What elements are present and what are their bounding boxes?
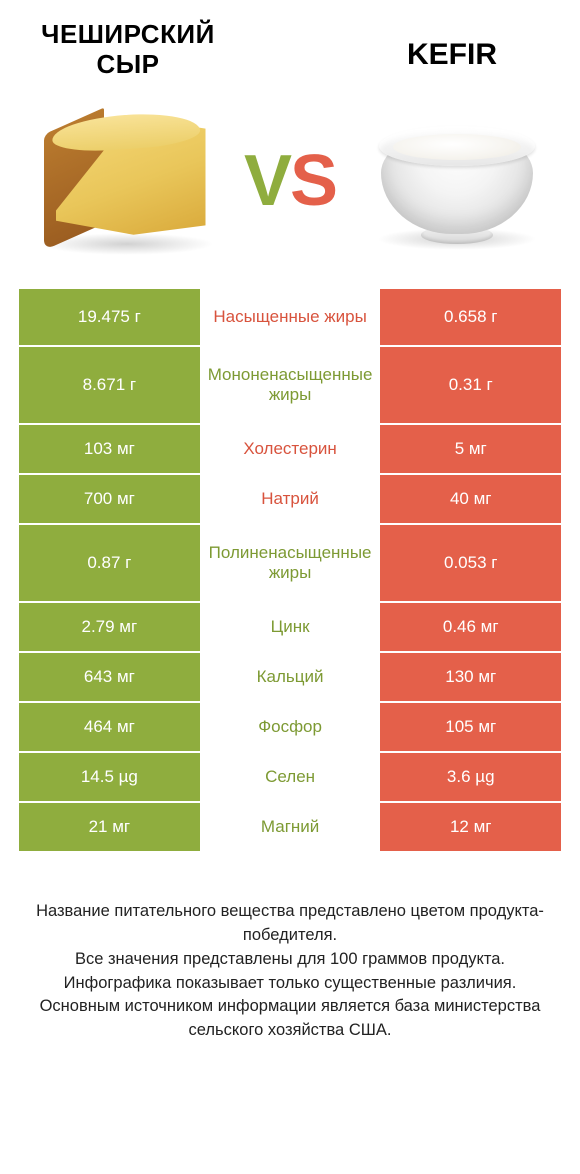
infographic: ЧЕШИРСКИЙ СЫР Kefir VS 19.475 гНасыщен [0, 0, 580, 1073]
value-left: 2.79 мг [18, 602, 201, 652]
footer-line: Инфографика показывает только существенн… [32, 972, 548, 996]
cheese-icon [34, 111, 214, 251]
value-left: 14.5 µg [18, 752, 201, 802]
value-right: 40 мг [379, 474, 562, 524]
value-right: 5 мг [379, 424, 562, 474]
value-right: 105 мг [379, 702, 562, 752]
table-row: 8.671 гМононенасыщенные жиры0.31 г [18, 346, 562, 424]
value-right: 12 мг [379, 802, 562, 852]
header: ЧЕШИРСКИЙ СЫР Kefir [18, 20, 562, 90]
table-row: 2.79 мгЦинк0.46 мг [18, 602, 562, 652]
table-row: 103 мгХолестерин5 мг [18, 424, 562, 474]
value-left: 700 мг [18, 474, 201, 524]
value-left: 21 мг [18, 802, 201, 852]
vs-v: V [244, 145, 290, 217]
nutrient-label: Фосфор [201, 702, 380, 752]
footer-line: Основным источником информации является … [32, 995, 548, 1043]
footer-notes: Название питательного вещества представл… [18, 852, 562, 1044]
value-right: 0.658 г [379, 288, 562, 346]
nutrient-label: Магний [201, 802, 380, 852]
vs-label: VS [244, 145, 336, 217]
nutrient-label: Натрий [201, 474, 380, 524]
value-left: 0.87 г [18, 524, 201, 602]
table-row: 0.87 гПолиненасыщенные жиры0.053 г [18, 524, 562, 602]
table-row: 464 мгФосфор105 мг [18, 702, 562, 752]
value-right: 0.46 мг [379, 602, 562, 652]
value-left: 103 мг [18, 424, 201, 474]
comparison-table: 19.475 гНасыщенные жиры0.658 г8.671 гМон… [18, 288, 562, 852]
nutrient-label: Насыщенные жиры [201, 288, 380, 346]
table-row: 19.475 гНасыщенные жиры0.658 г [18, 288, 562, 346]
value-right: 0.053 г [379, 524, 562, 602]
product-right-image [359, 96, 554, 266]
nutrient-label: Полиненасыщенные жиры [201, 524, 380, 602]
nutrient-label: Селен [201, 752, 380, 802]
product-right-title: Kefir [352, 20, 552, 72]
bowl-icon [367, 106, 547, 256]
nutrient-label: Мононенасыщенные жиры [201, 346, 380, 424]
product-left-title: ЧЕШИРСКИЙ СЫР [28, 20, 228, 80]
value-right: 0.31 г [379, 346, 562, 424]
table-row: 643 мгКальций130 мг [18, 652, 562, 702]
value-left: 19.475 г [18, 288, 201, 346]
value-left: 643 мг [18, 652, 201, 702]
footer-line: Название питательного вещества представл… [32, 900, 548, 948]
value-right: 130 мг [379, 652, 562, 702]
nutrient-label: Цинк [201, 602, 380, 652]
image-row: VS [18, 90, 562, 288]
nutrient-label: Кальций [201, 652, 380, 702]
table-row: 700 мгНатрий40 мг [18, 474, 562, 524]
table-row: 14.5 µgСелен3.6 µg [18, 752, 562, 802]
vs-s: S [290, 145, 336, 217]
value-left: 464 мг [18, 702, 201, 752]
footer-line: Все значения представлены для 100 граммо… [32, 948, 548, 972]
nutrient-label: Холестерин [201, 424, 380, 474]
product-left-image [26, 96, 221, 266]
value-right: 3.6 µg [379, 752, 562, 802]
table-row: 21 мгМагний12 мг [18, 802, 562, 852]
value-left: 8.671 г [18, 346, 201, 424]
